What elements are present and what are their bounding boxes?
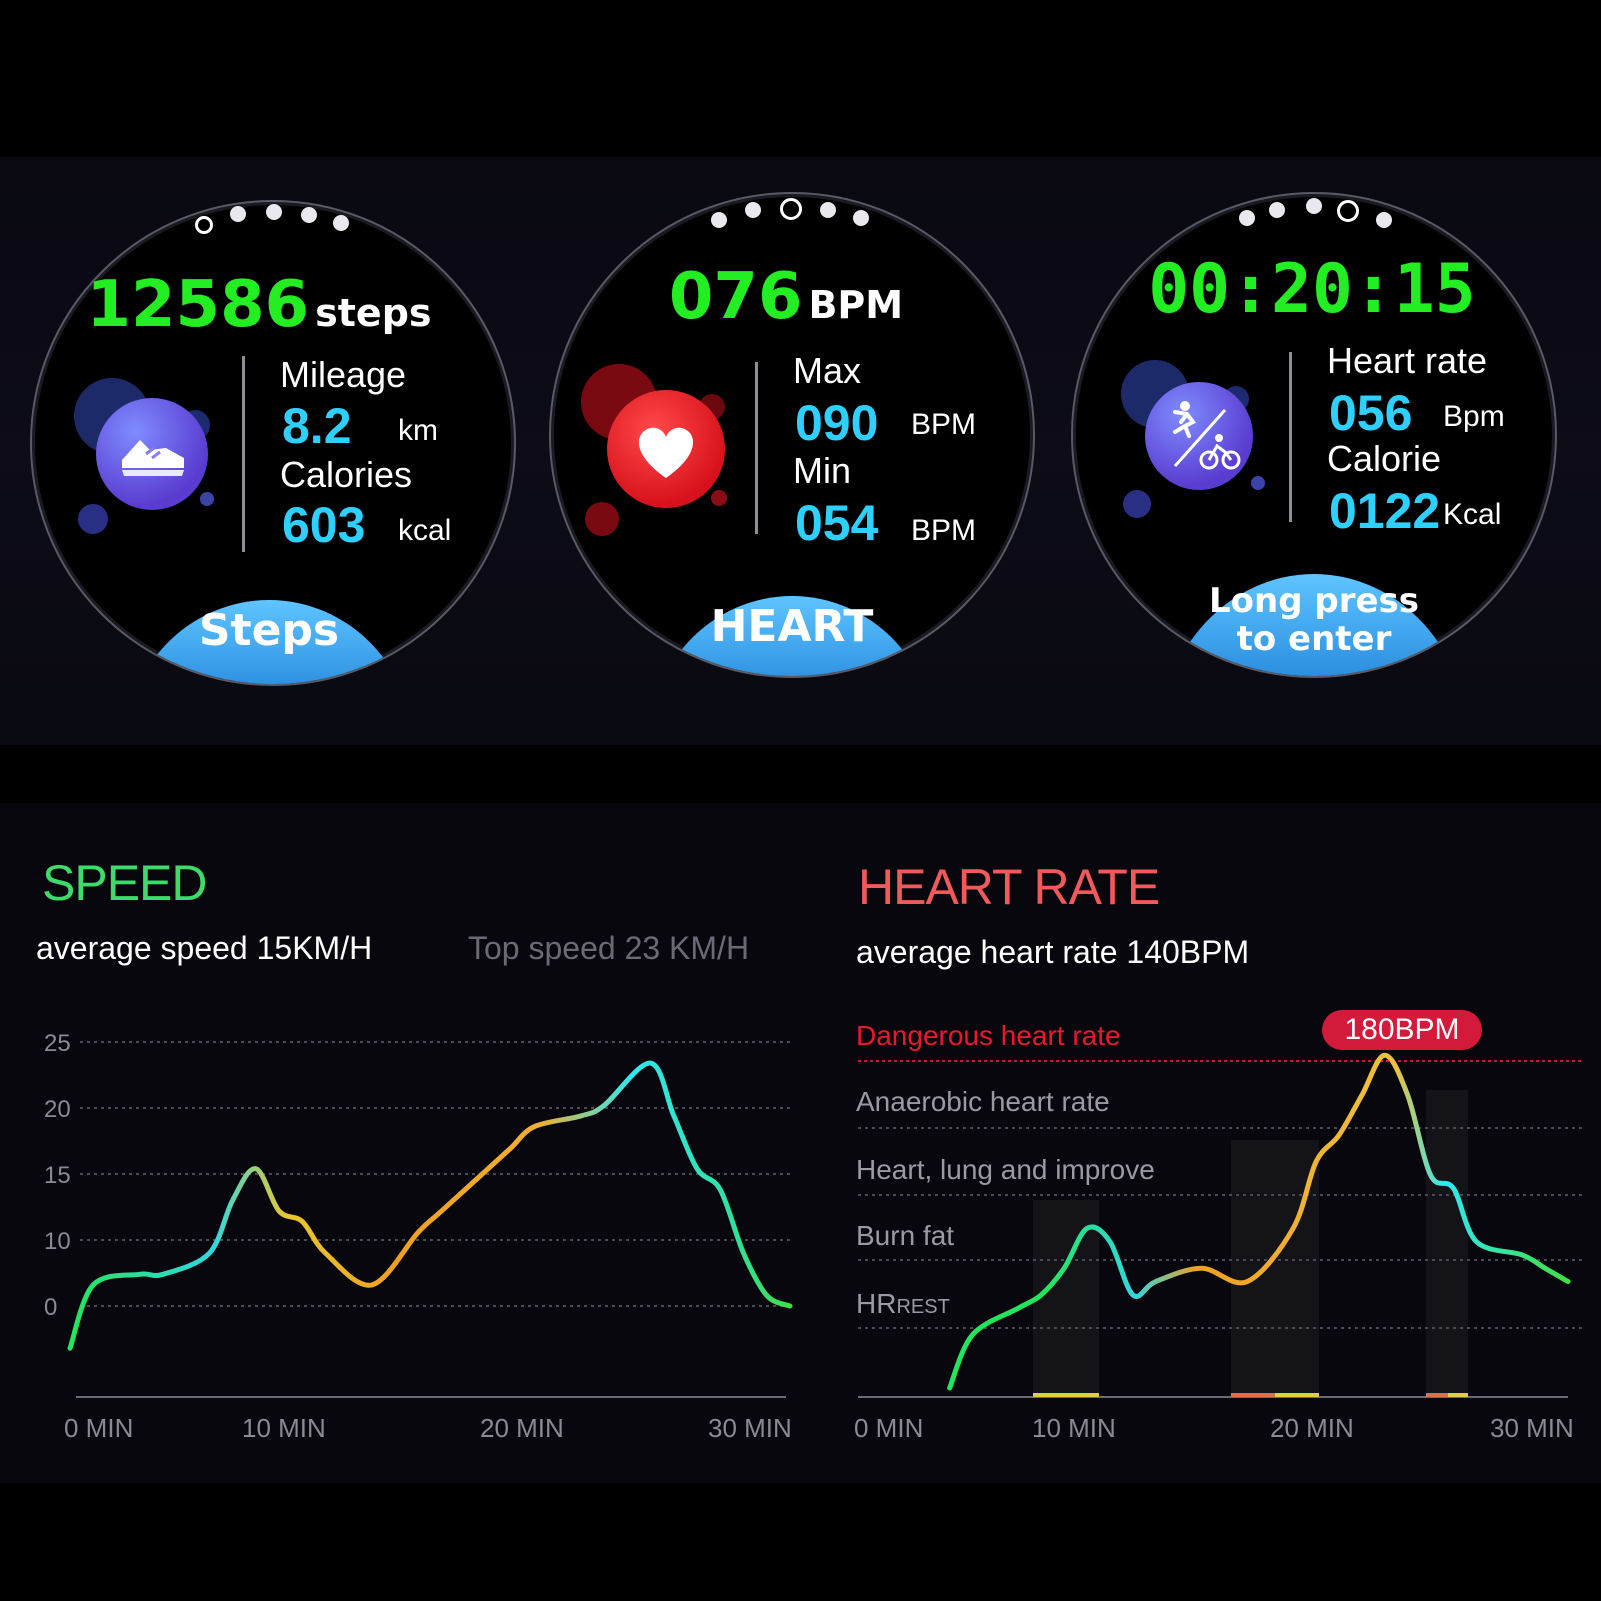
hr-x-tick: 10 MIN — [1032, 1413, 1116, 1443]
workout-calorie-unit: Kcal — [1443, 498, 1502, 531]
workout-timer: 00:20:15 — [1148, 250, 1476, 329]
page-indicator — [551, 194, 1033, 676]
zone-anaerobic: Anaerobic heart rate — [856, 1086, 1110, 1117]
zone-highlight — [1231, 1140, 1319, 1397]
max-label: Max — [793, 350, 862, 391]
hr-x-tick: 20 MIN — [1270, 1413, 1354, 1443]
hr-x-tick: 0 MIN — [854, 1413, 923, 1443]
heart-rate-line — [947, 1052, 1571, 1391]
speed-y-tick: 20 — [44, 1096, 71, 1123]
speed-y-tick: 25 — [44, 1030, 71, 1057]
workout-heart-label: Heart rate — [1327, 340, 1488, 381]
watch-heart-screen[interactable]: 076 BPM Max 090 BPM Min 054 BPM HEART — [549, 192, 1035, 678]
mileage-label: Mileage — [280, 354, 407, 395]
speed-chart: 25 20 15 10 0 0 MIN 10 MIN 20 MIN 30 MIN — [44, 1030, 793, 1443]
speed-x-tick: 20 MIN — [480, 1413, 564, 1443]
zone-hr-rest: HRREST — [856, 1288, 950, 1319]
heart-icon — [607, 390, 725, 508]
calories-value: 603 — [282, 497, 366, 553]
heart-rate-chart: 0 MIN 10 MIN 20 MIN 30 MIN — [854, 1052, 1582, 1443]
max-unit: BPM — [911, 408, 977, 441]
page-indicator — [32, 202, 514, 684]
speed-line — [67, 1060, 793, 1351]
speed-y-tick: 15 — [44, 1162, 71, 1189]
hr-x-tick: 30 MIN — [1490, 1413, 1574, 1443]
sneaker-icon — [96, 398, 208, 510]
speed-title: SPEED — [42, 855, 208, 911]
workout-heart-unit: Bpm — [1443, 400, 1505, 433]
min-value: 054 — [795, 495, 879, 551]
workout-calorie-label: Calorie — [1327, 438, 1442, 479]
top-speed: Top speed 23 KM/H — [468, 930, 750, 966]
speed-x-tick: 0 MIN — [64, 1413, 133, 1443]
speed-x-tick: 30 MIN — [708, 1413, 792, 1443]
zone-burn-fat: Burn fat — [856, 1220, 955, 1251]
run-bike-icon — [1145, 382, 1253, 490]
average-heart-rate: average heart rate 140BPM — [856, 934, 1250, 970]
min-unit: BPM — [911, 514, 977, 547]
page-indicator — [1073, 194, 1555, 676]
watch-steps-screen[interactable]: 12586 steps Mileage 8.2 km Calories 603 k… — [30, 200, 516, 686]
mileage-unit: km — [398, 414, 438, 447]
zone-cardio: Heart, lung and improve — [856, 1154, 1155, 1185]
calories-unit: kcal — [398, 514, 452, 547]
heart-bpm: 076 BPM — [668, 260, 904, 334]
workout-heart-value: 056 — [1329, 385, 1413, 441]
zone-highlight — [1033, 1200, 1099, 1397]
peak-bpm-badge: 180BPM — [1322, 1010, 1482, 1050]
mileage-value: 8.2 — [282, 398, 352, 454]
speed-y-tick: 0 — [44, 1294, 57, 1321]
heart-rate-title: HEART RATE — [858, 859, 1160, 915]
min-label: Min — [793, 450, 852, 491]
steps-count: 12586 steps — [86, 268, 432, 342]
zone-highlight — [1426, 1090, 1468, 1397]
workout-calorie-value: 0122 — [1329, 483, 1441, 539]
calories-label: Calories — [280, 454, 413, 495]
speed-y-tick: 10 — [44, 1228, 71, 1255]
speed-x-tick: 10 MIN — [242, 1413, 326, 1443]
long-press-button[interactable]: Long press to enter — [1159, 574, 1469, 676]
max-value: 090 — [795, 395, 879, 451]
zone-dangerous: Dangerous heart rate — [856, 1020, 1121, 1051]
average-speed: average speed 15KM/H — [36, 930, 373, 966]
watch-workout-screen[interactable]: 00:20:15 Heart rate 056 Bpm Calorie 0122… — [1071, 192, 1557, 678]
